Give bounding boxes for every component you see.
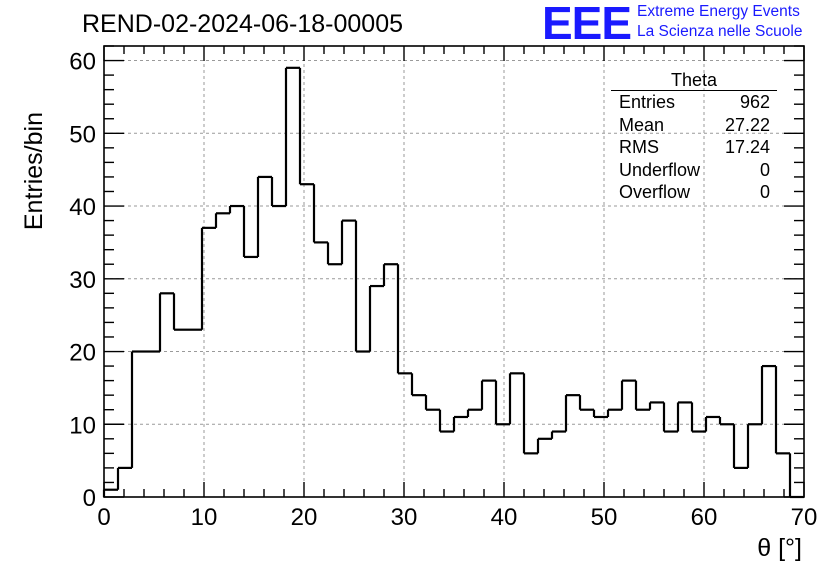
histogram-bin — [326, 242, 342, 266]
histogram-bin — [676, 401, 692, 432]
histogram-bin — [690, 402, 706, 433]
y-tick-label: 60 — [69, 49, 96, 76]
logo-line-1: Extreme Energy Events — [637, 3, 800, 20]
y-tick-label: 10 — [69, 412, 96, 439]
x-tick-label: 60 — [691, 504, 718, 531]
histogram-bin — [200, 226, 216, 330]
histogram-bin — [382, 263, 398, 287]
histogram-bin — [424, 395, 440, 411]
histogram-bin — [662, 402, 678, 433]
x-tick-label: 20 — [291, 504, 318, 531]
histogram-bin — [130, 350, 146, 468]
logo-caption: Extreme Energy Events La Scienza nelle S… — [637, 2, 802, 42]
stats-label: Overflow — [619, 182, 691, 203]
axes: 0 10 20 30 40 50 60 70 0 10 20 30 40 50 60 — [69, 45, 818, 531]
stats-row-mean: Mean 27.22 — [611, 114, 777, 137]
histogram-bin — [396, 264, 412, 375]
histogram-bin — [270, 176, 286, 208]
histogram-bin — [564, 394, 580, 432]
x-tick-label: 50 — [591, 504, 618, 531]
histogram-bin — [648, 401, 664, 410]
histogram-bin — [228, 204, 244, 214]
x-tick-label: 30 — [391, 504, 418, 531]
histogram-bin — [284, 66, 300, 207]
stats-label: Mean — [619, 114, 665, 135]
histogram-bin — [242, 206, 258, 259]
histogram-bin — [214, 212, 230, 228]
x-axis-label: θ [°] — [757, 534, 802, 562]
histogram-bin — [494, 380, 510, 426]
grid-lines — [104, 46, 804, 497]
stats-value: 962 — [739, 92, 770, 112]
plot-title: REND-02-2024-06-18-00005 — [82, 10, 404, 38]
histogram-bin — [312, 184, 328, 244]
stats-label: Entries — [619, 92, 676, 112]
histogram-bin — [480, 379, 496, 410]
histogram-bin — [774, 366, 790, 455]
histogram-bin — [788, 453, 804, 499]
histogram-bin — [704, 415, 720, 432]
x-tick-label: 0 — [97, 504, 110, 531]
histogram-bin — [466, 408, 482, 417]
histogram-bin — [550, 430, 566, 439]
stats-value: 17.24 — [724, 137, 770, 158]
histogram-bin — [620, 379, 636, 410]
histogram-bin — [634, 380, 650, 411]
histogram-bin — [354, 220, 370, 353]
x-tick-label: 10 — [191, 504, 218, 531]
y-tick-label: 0 — [83, 485, 96, 512]
histogram-bin — [102, 488, 118, 497]
histogram-bin — [298, 67, 314, 186]
histogram-bin — [522, 373, 538, 455]
histogram-bin — [116, 466, 132, 490]
logo-line-2: La Scienza nelle Scuole — [637, 23, 803, 40]
stats-label: RMS — [619, 137, 659, 158]
y-tick-label: 20 — [69, 340, 96, 367]
stats-title: Theta — [611, 70, 777, 91]
histogram-bin — [578, 395, 594, 411]
histogram-series — [102, 66, 804, 499]
eee-logo: EEE — [542, 0, 632, 49]
stats-box: Theta Entries 962 Mean 27.22 RMS 17.24 U… — [611, 70, 777, 204]
histogram-bin — [256, 175, 272, 257]
histogram-bin — [368, 284, 384, 352]
histogram-bin — [732, 424, 748, 470]
stats-row-underflow: Underflow 0 — [611, 159, 777, 182]
stats-row-entries: Entries 962 — [611, 91, 777, 114]
stats-row-rms: RMS 17.24 — [611, 136, 777, 159]
x-tick-label: 40 — [491, 504, 518, 531]
histogram-bin — [452, 415, 468, 432]
histogram-bin — [536, 437, 552, 454]
stats-value: 27.22 — [724, 114, 770, 135]
histogram-bin — [340, 219, 356, 265]
stats-row-overflow: Overflow 0 — [611, 181, 777, 204]
y-axis-label: Entries/bin — [20, 112, 48, 231]
histogram-bin — [760, 364, 776, 425]
y-tick-label: 50 — [69, 121, 96, 148]
histogram-bin — [410, 373, 426, 397]
y-tick-label: 30 — [69, 267, 96, 294]
histogram-bin — [158, 292, 174, 352]
x-tick-label: 70 — [791, 504, 818, 531]
histogram-bin — [592, 409, 608, 419]
histogram-bin — [606, 408, 622, 417]
plot-frame — [103, 45, 805, 498]
stats-value: 0 — [759, 182, 770, 203]
y-tick-label: 40 — [69, 194, 96, 221]
histogram-bin — [718, 416, 734, 426]
stats-label: Underflow — [619, 159, 701, 180]
histogram-bin — [746, 423, 762, 468]
stats-value: 0 — [759, 159, 770, 180]
histogram-bin — [172, 293, 188, 331]
histogram-bin — [438, 409, 454, 433]
histogram-bin — [508, 372, 524, 425]
